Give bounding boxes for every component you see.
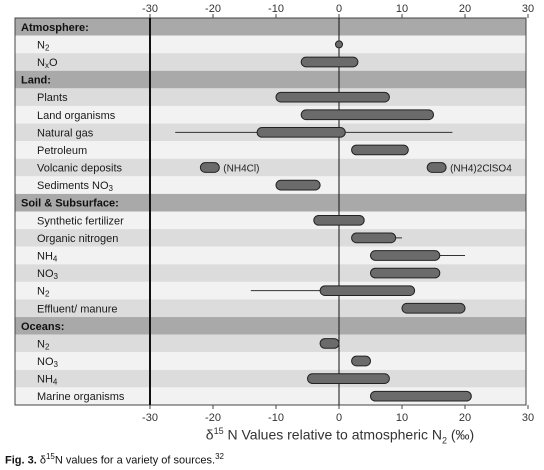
item-row-bg (15, 264, 526, 282)
bottom-tick-label: 0 (336, 412, 342, 424)
item-row-bg (15, 176, 526, 194)
range-bar (313, 214, 365, 226)
figure-caption: Fig. 3. δ15N values for a variety of sou… (5, 452, 224, 467)
caption-fig-label: Fig. 3. (5, 454, 37, 467)
caption-delta: δ (39, 454, 46, 467)
x-axis-label-delta: δ (205, 426, 214, 443)
annotation-label: (NH4Cl) (223, 164, 259, 175)
range-bar (426, 162, 447, 173)
item-row-bg (15, 35, 526, 54)
item-row-bg (15, 88, 526, 106)
category-row-bg (15, 70, 526, 89)
top-tick-label: 30 (522, 3, 534, 15)
range-bar (275, 179, 321, 191)
range-bar (300, 109, 435, 121)
row-label: Effluent/ manure (37, 303, 118, 315)
row-label: NH4 (37, 374, 58, 387)
item-row-bg (15, 141, 526, 159)
bottom-tick-label: -20 (205, 412, 221, 424)
category-label: Atmosphere: (21, 22, 89, 34)
row-label: N2 (37, 338, 50, 351)
row-label: Plants (37, 92, 68, 104)
row-label: NH4 (37, 250, 58, 263)
category-row-bg (15, 317, 526, 335)
range-bar (351, 355, 372, 367)
range-bar (300, 56, 359, 68)
category-label: Soil & Subsurface: (21, 198, 119, 210)
top-tick-label: 20 (459, 3, 471, 15)
row-label: Natural gas (37, 127, 94, 139)
item-row-bg (15, 158, 526, 177)
top-tick-label: 10 (396, 3, 408, 15)
row-label: N2 (37, 286, 50, 299)
top-tick-label: -30 (142, 3, 158, 15)
range-bar (319, 338, 340, 349)
row-label: N2 (37, 39, 50, 52)
range-bar (370, 250, 441, 261)
item-row-bg (15, 369, 526, 388)
x-axis-label-sub: 2 (441, 435, 447, 446)
item-row-bg (15, 334, 526, 353)
category-row-bg (15, 193, 526, 212)
category-row-bg (15, 18, 526, 36)
item-row-bg (15, 53, 526, 71)
caption-ref: 32 (215, 452, 224, 461)
row-label: NO3 (37, 356, 59, 369)
item-row-bg (15, 211, 526, 230)
caption-sup: 15 (45, 452, 55, 461)
bottom-tick-label: -30 (142, 412, 158, 424)
top-tick-label: -20 (205, 3, 221, 15)
item-row-bg (15, 299, 526, 318)
range-bar (256, 127, 346, 138)
bottom-tick-label: 10 (396, 412, 408, 424)
top-tick-label: -10 (268, 3, 284, 15)
item-row-bg (15, 229, 526, 247)
range-bar (275, 91, 390, 103)
category-label: Land: (21, 75, 51, 87)
range-bar (370, 267, 441, 279)
annotation-label: (NH4)2ClSO4 (450, 164, 512, 175)
range-bar (370, 390, 472, 402)
data-point (335, 40, 343, 49)
row-label: Petroleum (37, 145, 87, 157)
bottom-tick-label: -10 (268, 412, 284, 424)
row-label: Marine organisms (37, 391, 125, 403)
bottom-tick-label: 20 (459, 412, 471, 424)
range-bar (401, 302, 466, 314)
row-label: Volcanic deposits (37, 163, 122, 175)
row-label: Organic nitrogen (37, 233, 118, 245)
range-bar (199, 162, 220, 173)
row-label: NxO (37, 57, 58, 70)
plot-frame (14, 17, 527, 406)
row-label: Synthetic fertilizer (37, 215, 124, 227)
x-axis-label-unit: (‰) (450, 426, 475, 443)
row-label: Land organisms (37, 110, 116, 122)
category-label: Oceans: (21, 321, 64, 333)
caption-text: N values for a variety of sources. (54, 454, 216, 467)
row-label: NO3 (37, 268, 59, 281)
item-row-bg (15, 352, 526, 370)
row-label: Sediments NO3 (37, 180, 114, 193)
top-tick-label: 0 (336, 3, 342, 15)
x-axis-label-sup: 15 (213, 426, 224, 436)
x-axis-label-main: N Values relative to atmospheric N (227, 426, 442, 443)
range-bar (351, 232, 397, 244)
bottom-tick-label: 30 (522, 412, 534, 424)
range-bar (307, 373, 390, 384)
x-axis-label: δ15 N Values relative to atmospheric N2 … (150, 426, 530, 445)
range-bar (351, 144, 409, 156)
range-bar (319, 285, 416, 296)
